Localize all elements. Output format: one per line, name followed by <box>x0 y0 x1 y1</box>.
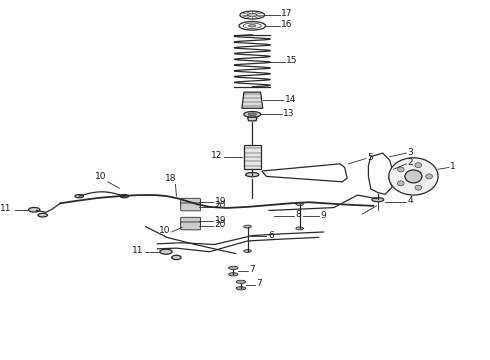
Ellipse shape <box>28 207 40 212</box>
Text: 8: 8 <box>295 210 301 219</box>
Text: 9: 9 <box>320 211 326 220</box>
Circle shape <box>397 167 404 172</box>
FancyBboxPatch shape <box>181 198 200 206</box>
Ellipse shape <box>236 287 245 290</box>
Text: 11: 11 <box>132 246 143 255</box>
Text: 20: 20 <box>215 201 226 210</box>
Text: 16: 16 <box>281 20 293 29</box>
Circle shape <box>415 185 421 190</box>
Text: 6: 6 <box>268 231 273 240</box>
Ellipse shape <box>38 213 48 217</box>
Ellipse shape <box>247 14 257 17</box>
Text: 20: 20 <box>215 220 226 229</box>
Text: 10: 10 <box>95 172 107 181</box>
Ellipse shape <box>244 225 251 228</box>
Text: 3: 3 <box>408 148 414 157</box>
Text: 19: 19 <box>215 216 226 225</box>
Text: 5: 5 <box>368 153 373 162</box>
Ellipse shape <box>372 198 384 202</box>
Text: 11: 11 <box>0 204 11 213</box>
Text: 19: 19 <box>215 197 226 206</box>
Text: 4: 4 <box>408 196 414 205</box>
FancyBboxPatch shape <box>181 222 200 230</box>
Circle shape <box>397 181 404 186</box>
Ellipse shape <box>296 227 303 230</box>
FancyBboxPatch shape <box>181 217 200 225</box>
Text: 1: 1 <box>450 162 456 171</box>
Ellipse shape <box>120 194 128 198</box>
Text: 7: 7 <box>257 279 262 288</box>
Ellipse shape <box>75 194 83 198</box>
Ellipse shape <box>228 273 238 276</box>
Polygon shape <box>247 117 257 121</box>
Circle shape <box>389 158 438 195</box>
Text: 15: 15 <box>286 56 297 65</box>
Text: 12: 12 <box>211 151 222 160</box>
Circle shape <box>426 174 432 179</box>
Text: 13: 13 <box>283 109 294 118</box>
Ellipse shape <box>248 113 257 116</box>
Text: 17: 17 <box>281 9 293 18</box>
Ellipse shape <box>296 203 303 206</box>
Ellipse shape <box>248 24 256 27</box>
Ellipse shape <box>244 249 251 252</box>
FancyBboxPatch shape <box>181 203 200 211</box>
Polygon shape <box>244 145 261 169</box>
Ellipse shape <box>244 112 261 117</box>
Polygon shape <box>242 92 263 108</box>
Ellipse shape <box>228 266 238 270</box>
Circle shape <box>415 163 421 168</box>
Text: 14: 14 <box>285 95 296 104</box>
Text: 2: 2 <box>408 158 414 167</box>
Ellipse shape <box>245 172 259 177</box>
Ellipse shape <box>172 255 181 260</box>
Text: 10: 10 <box>159 226 170 235</box>
Circle shape <box>405 170 422 183</box>
Text: 18: 18 <box>165 174 176 183</box>
Ellipse shape <box>160 249 172 254</box>
Ellipse shape <box>236 280 245 283</box>
Text: 7: 7 <box>249 265 255 274</box>
